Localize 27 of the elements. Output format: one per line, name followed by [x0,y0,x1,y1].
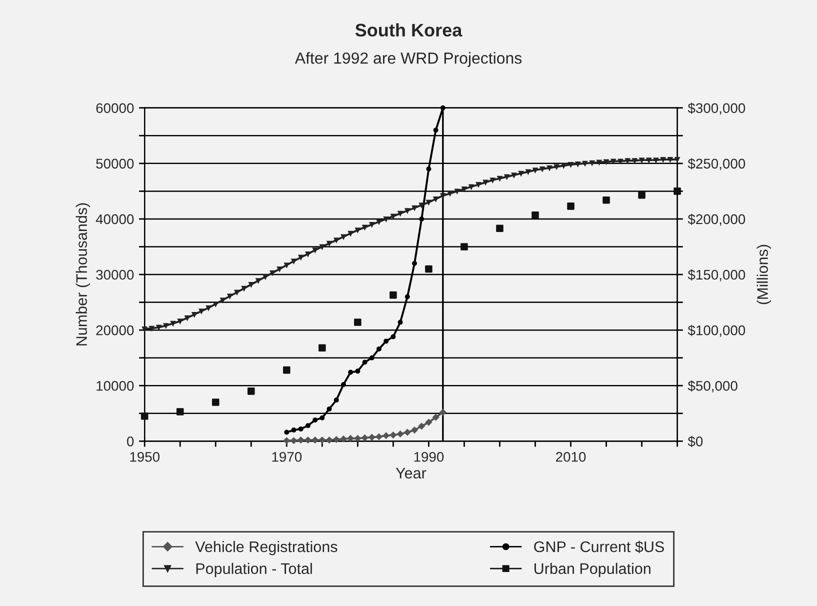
chart-subtitle: After 1992 are WRD Projections [294,52,522,67]
y2-tick-label: $100,000 [688,324,746,337]
y2-axis-title: (Millions) [756,244,771,304]
x-tick-label: 1950 [130,452,160,462]
x-tick-label: 1970 [272,452,302,462]
y-tick-label: 50000 [96,158,134,169]
x-axis-title: Year [396,468,426,479]
y-tick-label: 0 [127,436,134,446]
chart-title: South Korea [355,23,462,37]
y2-tick-label: $50,000 [688,380,738,392]
legend-label: Urban Population [534,562,650,578]
legend-label: Population - Total [196,562,312,578]
y2-tick-label: $250,000 [688,158,746,170]
y2-tick-label: $200,000 [688,214,746,226]
y2-tick-label: $0 [688,436,703,448]
y-tick-label: 60000 [96,103,134,114]
y-axis-title: Number (Thousands) [76,203,90,346]
legend-label: Vehicle Registrations [195,540,338,556]
x-tick-label: 1990 [414,452,444,462]
x-tick-label: 2010 [556,452,586,462]
y-tick-label: 10000 [96,380,134,391]
y-tick-label: 30000 [96,270,134,280]
y-tick-label: 40000 [96,214,134,224]
y2-tick-label: $150,000 [688,269,746,282]
y2-tick-label: $300,000 [688,102,746,115]
y-tick-label: 20000 [96,325,134,336]
legend-label: GNP - Current $US [534,540,664,554]
